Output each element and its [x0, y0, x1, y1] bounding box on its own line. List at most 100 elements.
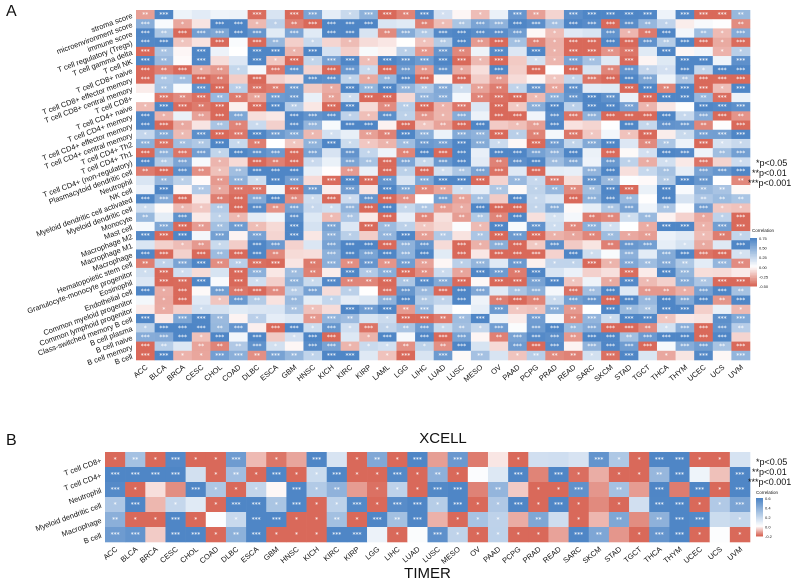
significance-mark: ***	[699, 325, 708, 332]
heat-cell	[396, 28, 416, 38]
column-label: UVM	[726, 363, 745, 381]
heat-cell	[377, 332, 397, 342]
panel-a-label: A	[6, 3, 17, 20]
significance-mark: *	[154, 517, 157, 524]
significance-mark: *	[617, 457, 620, 464]
significance-mark: *	[553, 39, 556, 46]
significance-mark: **	[403, 12, 409, 19]
significance-mark: ***	[680, 251, 689, 258]
colorbar-tick-label: 0.75	[759, 236, 768, 241]
heat-cell	[526, 194, 546, 204]
significance-mark: **	[384, 76, 390, 83]
heat-cell	[173, 28, 193, 38]
significance-mark: ***	[232, 502, 241, 509]
heat-cell	[656, 286, 676, 296]
significance-mark: ***	[364, 223, 373, 230]
significance-mark: ***	[699, 205, 708, 212]
heat-cell	[689, 467, 710, 483]
heat-cell	[322, 267, 341, 278]
heat-cell	[322, 341, 341, 352]
heat-cell	[185, 527, 207, 543]
significance-mark: ***	[191, 532, 200, 539]
significance-mark: *	[404, 223, 407, 230]
heat-cell	[303, 313, 323, 324]
heat-cell	[563, 46, 583, 57]
significance-mark: **	[347, 279, 353, 286]
heat-cell	[694, 83, 714, 94]
heat-cell	[210, 240, 230, 250]
significance-mark: **	[328, 95, 334, 102]
heat-cell	[467, 512, 489, 528]
heat-cell	[601, 277, 621, 287]
heat-cell	[619, 56, 639, 66]
heat-cell	[638, 313, 658, 324]
heat-cell	[489, 231, 509, 241]
heat-cell	[136, 120, 155, 131]
significance-mark: ***	[271, 131, 280, 138]
significance-mark: **	[217, 196, 223, 203]
significance-mark: *	[535, 242, 538, 249]
significance-mark: **	[607, 233, 613, 240]
heat-cell	[185, 497, 207, 513]
heat-cell	[545, 240, 565, 250]
significance-mark: **	[459, 196, 465, 203]
heat-cell	[427, 467, 448, 483]
heat-cell	[185, 512, 207, 528]
heat-cell	[266, 120, 286, 131]
significance-mark: *	[535, 306, 538, 313]
significance-mark: ***	[606, 12, 615, 19]
significance-mark: **	[496, 334, 502, 341]
significance-mark: ***	[680, 270, 689, 277]
significance-mark: **	[421, 113, 427, 120]
heat-cell	[359, 185, 379, 195]
heat-cell	[526, 304, 546, 315]
heat-cell	[712, 129, 732, 140]
heat-cell	[582, 148, 602, 158]
significance-mark: ***	[494, 270, 503, 277]
heat-cell	[675, 212, 695, 223]
colorbar-segment	[756, 513, 763, 515]
significance-mark: ***	[252, 58, 261, 65]
heat-cell	[173, 111, 193, 121]
significance-mark: **	[700, 279, 706, 286]
significance-mark: ***	[494, 30, 503, 37]
significance-mark: ***	[401, 67, 410, 74]
legend-sig2-a: **p<0.01	[752, 168, 787, 178]
heat-cell	[619, 313, 639, 324]
significance-mark: *	[456, 472, 459, 479]
significance-mark: ***	[290, 214, 299, 221]
significance-mark: ***	[494, 325, 503, 332]
heat-cell	[136, 37, 155, 48]
significance-mark: *	[665, 159, 668, 166]
heat-cell	[568, 482, 590, 498]
heat-cell	[526, 313, 546, 324]
heat-cell	[210, 185, 230, 195]
heat-cell	[712, 313, 732, 324]
heat-cell	[346, 452, 368, 468]
heat-cell	[526, 341, 546, 352]
heat-cell	[377, 350, 397, 361]
heat-cell	[136, 102, 155, 112]
heat-cell	[387, 452, 408, 468]
heat-cell	[210, 212, 230, 223]
heat-cell	[601, 166, 621, 177]
significance-mark: **	[738, 288, 744, 295]
heat-cell	[563, 37, 583, 48]
heat-cell	[125, 452, 146, 468]
heat-cell	[125, 527, 146, 543]
heat-cell	[136, 231, 155, 241]
heat-cell	[303, 194, 323, 204]
heat-cell	[601, 295, 621, 306]
heat-cell	[433, 304, 453, 315]
column-label: STAD	[613, 362, 634, 382]
significance-mark: *	[721, 214, 724, 221]
significance-mark: ***	[457, 297, 466, 304]
significance-mark: ***	[308, 48, 317, 55]
heat-cell	[433, 332, 453, 342]
heat-cell	[731, 249, 751, 259]
heat-cell	[694, 10, 714, 20]
significance-mark: **	[589, 187, 595, 194]
heat-cell	[154, 323, 174, 333]
heat-cell	[694, 212, 714, 223]
heat-cell	[433, 175, 453, 186]
